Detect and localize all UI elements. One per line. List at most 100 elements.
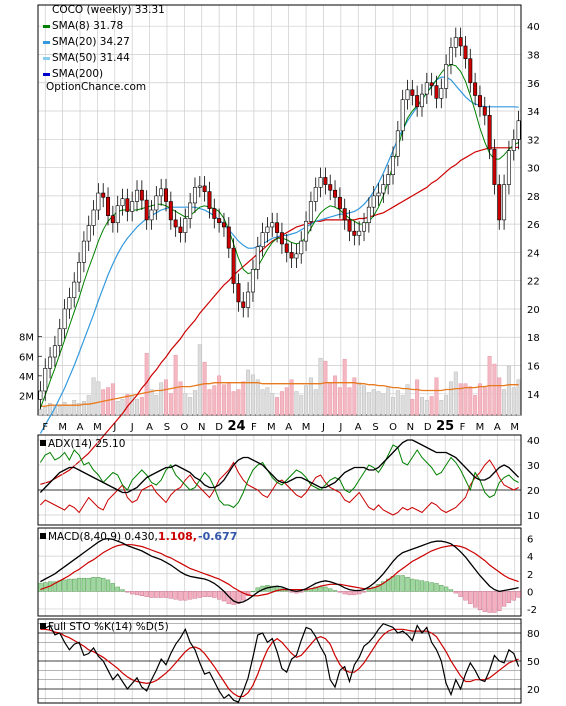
x-month-label: D	[215, 422, 223, 433]
candle-body	[333, 189, 338, 198]
macd-tick-label: 4	[527, 552, 533, 563]
macd-histogram-bar	[371, 586, 376, 592]
macd-histogram-bar	[361, 591, 367, 593]
price-tick-label: 38	[527, 50, 540, 61]
volume-bar	[77, 403, 82, 416]
macd-histogram-bar	[434, 583, 439, 592]
macd-histogram-bar	[284, 590, 289, 592]
macd-histogram-bar	[134, 591, 140, 596]
x-month-label: S	[372, 422, 378, 433]
candle-body	[255, 246, 260, 270]
x-month-label: A	[285, 422, 292, 433]
candle-body	[487, 114, 492, 150]
macd-histogram-bar	[323, 586, 328, 592]
candle-body	[96, 192, 101, 211]
candle-body	[391, 155, 395, 175]
adx-plus-di-line	[39, 444, 519, 509]
candle-body	[192, 187, 197, 204]
candle-body	[62, 308, 67, 330]
volume-bar	[96, 381, 101, 416]
volume-bar	[352, 377, 357, 416]
adx-tick-label: 40	[527, 436, 540, 447]
candle-body	[57, 328, 62, 347]
volume-bar	[366, 392, 371, 416]
volume-bar	[502, 389, 507, 416]
x-month-label: M	[93, 422, 102, 433]
macd-histogram-bar	[332, 590, 338, 592]
price-tick-label: 16	[527, 362, 540, 373]
volume-bar	[183, 393, 188, 416]
volume-bar	[371, 389, 376, 416]
candle-body	[178, 226, 183, 233]
macd-histogram-bar	[231, 591, 236, 605]
volume-bar	[270, 393, 275, 416]
volume-bar	[226, 382, 231, 416]
macd-histogram-bar	[472, 591, 478, 608]
macd-histogram-bar	[144, 591, 149, 597]
volume-bar	[86, 395, 91, 416]
x-month-label: F	[42, 422, 48, 433]
volume-bar	[337, 387, 342, 416]
volume-bar	[173, 355, 178, 416]
legend-label: SMA(8) 31.78	[52, 20, 123, 32]
price-tick-label: 36	[527, 79, 540, 90]
macd-histogram-bar	[72, 578, 77, 592]
volume-bar	[347, 387, 352, 416]
macd-histogram-bar	[192, 591, 198, 599]
adx-label: ADX(14) 25.10	[48, 438, 125, 450]
macd-histogram-bar	[125, 591, 130, 593]
volume-bar	[48, 403, 53, 416]
candle-body	[115, 205, 120, 224]
candle-body	[516, 120, 521, 140]
price-tick-label: 18	[527, 333, 540, 344]
candle-body	[110, 215, 115, 224]
volume-bar	[424, 400, 429, 416]
macd-histogram-bar	[274, 586, 280, 592]
x-month-label: J	[130, 422, 134, 433]
macd-histogram-bar	[497, 591, 502, 611]
candle-body	[202, 185, 207, 192]
candle-body	[236, 283, 241, 303]
candle-body	[415, 95, 420, 108]
volume-average-line	[40, 382, 519, 407]
candle-body	[439, 88, 444, 99]
macd-histogram-bar	[318, 586, 323, 592]
candle-body	[299, 240, 304, 255]
candle-body	[221, 222, 226, 228]
candle-body	[279, 232, 284, 245]
volume-bar	[299, 395, 304, 416]
volume-bar	[139, 397, 144, 416]
volume-bar	[164, 379, 168, 416]
volume-bar	[444, 395, 449, 416]
macd-histogram-bar	[444, 586, 449, 592]
volume-bar	[43, 406, 48, 416]
volume-bar	[236, 389, 241, 416]
volume-bar	[168, 393, 173, 416]
macd-histogram-bar	[400, 575, 405, 592]
volume-bar	[91, 377, 96, 416]
volume-bar	[178, 381, 183, 416]
candle-body	[328, 184, 333, 191]
candle-body	[48, 356, 53, 369]
x-month-label: M	[302, 422, 311, 433]
macd-histogram-bar	[342, 591, 347, 595]
x-month-label: A	[494, 422, 501, 433]
macd-hist-label: -0.677	[198, 530, 237, 543]
volume-bar	[439, 400, 444, 416]
macd-histogram-bar	[212, 591, 217, 598]
candle-body	[419, 93, 424, 108]
volume-bar	[497, 377, 502, 416]
candle-body	[149, 209, 154, 221]
candle-body	[381, 184, 386, 194]
x-month-label: M	[58, 422, 67, 433]
macd-histogram-bar	[96, 577, 101, 592]
volume-bar	[120, 399, 125, 416]
macd-histogram-bar	[337, 591, 343, 593]
x-month-label: F	[460, 422, 466, 433]
price-tick-label: 24	[527, 248, 540, 259]
macd-histogram-bar	[216, 591, 222, 600]
legend-swatch	[43, 41, 50, 44]
volume-bar	[448, 381, 453, 416]
candle-body	[497, 184, 502, 221]
macd-histogram-bar	[101, 577, 106, 592]
